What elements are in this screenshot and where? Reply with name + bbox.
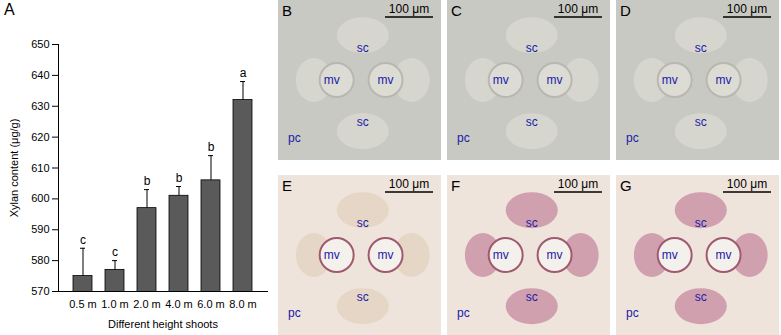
- svg-text:pc: pc: [288, 306, 301, 320]
- svg-text:8.0 m: 8.0 m: [229, 298, 257, 310]
- svg-text:mv: mv: [547, 73, 563, 87]
- svg-text:sc: sc: [357, 290, 369, 304]
- svg-text:pc: pc: [626, 306, 639, 320]
- svg-text:B: B: [282, 2, 292, 19]
- svg-text:100 μm: 100 μm: [558, 177, 598, 191]
- svg-text:mv: mv: [662, 73, 678, 87]
- svg-text:100 μm: 100 μm: [389, 177, 429, 191]
- svg-text:Different height shoots: Different height shoots: [108, 318, 218, 330]
- svg-text:mv: mv: [547, 248, 563, 262]
- svg-text:sc: sc: [357, 216, 369, 230]
- svg-text:b: b: [144, 174, 151, 188]
- svg-text:E: E: [282, 177, 292, 194]
- svg-text:F: F: [451, 177, 460, 194]
- svg-text:6.0 m: 6.0 m: [197, 298, 225, 310]
- svg-text:mv: mv: [324, 73, 340, 87]
- svg-text:100 μm: 100 μm: [389, 2, 429, 16]
- svg-text:mv: mv: [716, 73, 732, 87]
- svg-text:100 μm: 100 μm: [727, 177, 767, 191]
- svg-text:4.0 m: 4.0 m: [165, 298, 193, 310]
- svg-text:sc: sc: [695, 290, 707, 304]
- svg-text:mv: mv: [378, 248, 394, 262]
- svg-text:650: 650: [31, 38, 49, 50]
- svg-text:b: b: [176, 171, 183, 185]
- svg-text:sc: sc: [526, 41, 538, 55]
- svg-text:pc: pc: [457, 131, 470, 145]
- svg-text:a: a: [240, 66, 247, 80]
- svg-text:610: 610: [31, 162, 49, 174]
- svg-text:Xylan content (μg/g): Xylan content (μg/g): [8, 119, 20, 218]
- svg-text:100 μm: 100 μm: [727, 2, 767, 16]
- svg-text:630: 630: [31, 100, 49, 112]
- svg-text:620: 620: [31, 131, 49, 143]
- svg-text:b: b: [208, 140, 215, 154]
- svg-text:580: 580: [31, 254, 49, 266]
- svg-text:sc: sc: [526, 290, 538, 304]
- svg-text:sc: sc: [526, 216, 538, 230]
- svg-text:1.0 m: 1.0 m: [101, 298, 129, 310]
- svg-text:pc: pc: [626, 131, 639, 145]
- svg-text:640: 640: [31, 69, 49, 81]
- svg-text:sc: sc: [695, 216, 707, 230]
- svg-text:c: c: [80, 233, 86, 247]
- svg-text:sc: sc: [526, 115, 538, 129]
- svg-text:mv: mv: [716, 248, 732, 262]
- svg-text:2.0 m: 2.0 m: [133, 298, 161, 310]
- svg-text:100 μm: 100 μm: [558, 2, 598, 16]
- svg-text:pc: pc: [457, 306, 470, 320]
- svg-text:mv: mv: [662, 248, 678, 262]
- svg-text:mv: mv: [493, 248, 509, 262]
- svg-text:sc: sc: [695, 41, 707, 55]
- svg-text:0.5 m: 0.5 m: [69, 298, 97, 310]
- svg-text:D: D: [620, 2, 631, 19]
- html-text:A: A: [4, 1, 15, 18]
- svg-text:mv: mv: [378, 73, 394, 87]
- svg-text:mv: mv: [324, 248, 340, 262]
- svg-text:c: c: [112, 245, 118, 259]
- svg-text:sc: sc: [357, 41, 369, 55]
- svg-text:sc: sc: [357, 115, 369, 129]
- svg-text:sc: sc: [695, 115, 707, 129]
- svg-text:pc: pc: [288, 131, 301, 145]
- svg-text:C: C: [451, 2, 462, 19]
- svg-text:mv: mv: [493, 73, 509, 87]
- svg-text:600: 600: [31, 192, 49, 204]
- svg-text:G: G: [620, 177, 632, 194]
- svg-text:570: 570: [31, 285, 49, 297]
- svg-text:590: 590: [31, 223, 49, 235]
